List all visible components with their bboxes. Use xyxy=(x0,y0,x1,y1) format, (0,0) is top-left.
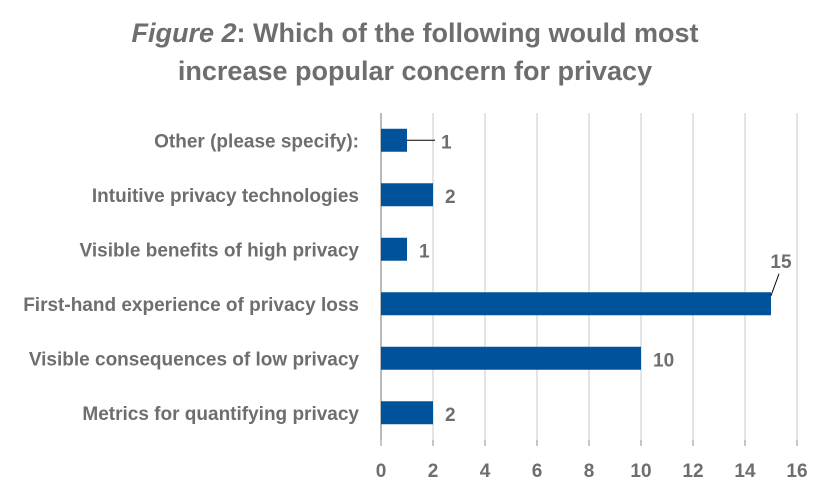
chart-title-line-1: Figure 2: Which of the following would m… xyxy=(0,14,830,52)
data-labels: 1 2 1 15 10 2 xyxy=(407,132,792,426)
x-tick-label: 4 xyxy=(480,461,491,482)
x-tick-label: 16 xyxy=(786,461,807,482)
data-label: 1 xyxy=(441,132,452,153)
bar xyxy=(381,346,641,370)
category-label: Metrics for quantifying privacy xyxy=(82,404,359,425)
x-tick-label: 0 xyxy=(376,461,387,482)
x-tick-label: 8 xyxy=(584,461,595,482)
x-tick-label: 12 xyxy=(682,461,703,482)
figure-number: Figure 2 xyxy=(131,18,237,48)
category-label: Visible benefits of high privacy xyxy=(80,240,360,261)
x-tick-label: 14 xyxy=(734,461,756,482)
bars xyxy=(381,128,771,425)
x-tick-label: 10 xyxy=(630,461,651,482)
data-label: 2 xyxy=(445,187,456,208)
chart-title: Figure 2: Which of the following would m… xyxy=(0,14,830,90)
category-labels: Other (please specify): Intuitive privacy… xyxy=(23,131,359,425)
category-label: Other (please specify): xyxy=(154,131,359,152)
bar xyxy=(381,292,771,316)
chart-title-line-2: increase popular concern for privacy xyxy=(177,56,653,86)
data-label: 2 xyxy=(445,405,456,426)
x-tick-label: 2 xyxy=(428,461,439,482)
gridlines xyxy=(380,113,798,446)
bar xyxy=(381,237,407,261)
data-label: 10 xyxy=(653,350,674,371)
category-label: Intuitive privacy technologies xyxy=(92,186,359,207)
bar xyxy=(381,401,433,425)
bar xyxy=(381,128,407,152)
data-label: 1 xyxy=(419,241,430,262)
x-tick-label: 6 xyxy=(532,461,543,482)
category-label: First-hand experience of privacy loss xyxy=(23,295,359,316)
bar xyxy=(381,183,433,207)
x-axis-ticks: 0 2 4 6 8 10 12 14 16 xyxy=(376,461,808,482)
leader-line xyxy=(770,273,780,296)
data-label: 15 xyxy=(770,252,792,273)
chart-title-text-1: : Which of the following would most xyxy=(236,18,699,48)
category-label: Visible consequences of low privacy xyxy=(29,349,360,370)
